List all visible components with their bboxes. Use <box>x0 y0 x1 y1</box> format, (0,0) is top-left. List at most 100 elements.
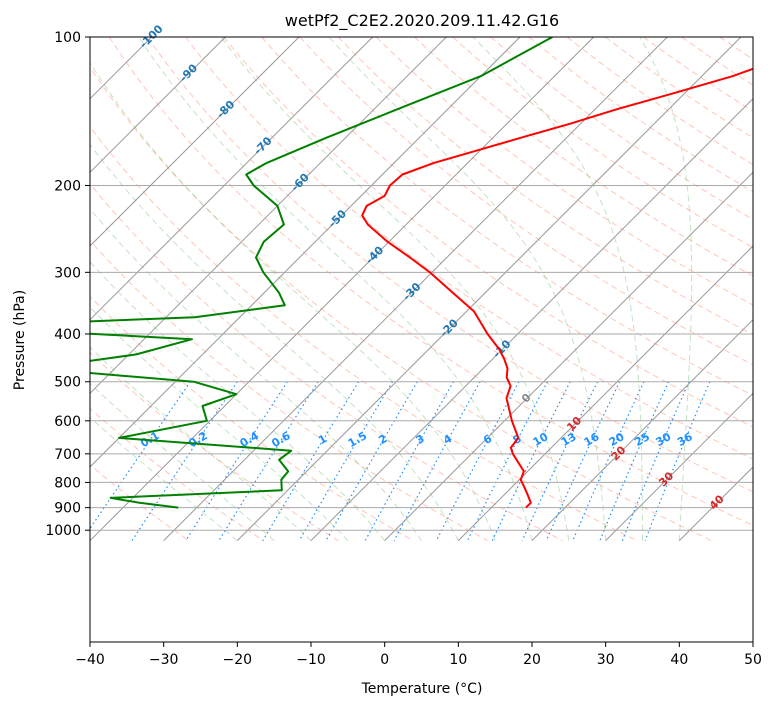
isotherm-line <box>90 37 447 395</box>
moist-adiabat-line <box>90 261 386 542</box>
dry-adiabat-line <box>108 37 753 526</box>
mixing-ratio-label: 1 <box>316 432 329 447</box>
dewpoint-profile <box>90 37 553 509</box>
moist-adiabat-line <box>90 416 238 542</box>
mixing-ratio-line <box>521 381 599 541</box>
dry-adiabat-line <box>681 37 753 86</box>
mixing-ratio-label: 36 <box>675 430 695 449</box>
mixing-ratio-line <box>364 381 455 541</box>
y-tick-label: 900 <box>54 501 81 517</box>
moist-adiabat-line <box>639 37 693 541</box>
y-axis: 100 200 300 400 500 600 700 800 900 1000 <box>45 30 90 539</box>
y-tick-label: 700 <box>54 447 81 463</box>
moist-adiabat-line <box>90 346 312 542</box>
y-tick-label: 100 <box>54 30 81 46</box>
moist-adiabat-line <box>90 207 422 541</box>
dry-adiabats <box>90 37 775 542</box>
mixing-ratio-line <box>131 381 238 542</box>
mixing-ratio-line <box>218 381 319 541</box>
x-tick-label: −40 <box>75 652 105 668</box>
x-axis-label: Temperature (°C) <box>361 681 483 697</box>
mixing-ratio-line <box>572 381 645 541</box>
isotherm-label: -80 <box>214 98 237 121</box>
mixing-ratio-line <box>545 381 621 541</box>
isotherm-line <box>90 37 521 468</box>
y-tick-label: 400 <box>54 327 81 343</box>
mixing-ratio-line <box>262 381 360 541</box>
mixing-ratio-label: 10 <box>531 430 551 449</box>
moist-adiabat-line <box>328 37 607 541</box>
x-tick-label: −10 <box>296 652 326 668</box>
dry-adiabat-line <box>414 37 753 277</box>
dry-adiabat-line <box>643 37 753 112</box>
x-tick-label: −20 <box>223 652 253 668</box>
chart-title: wetPf2_C2E2.2020.209.11.42.G16 <box>285 11 559 31</box>
isotherm-line <box>236 37 742 542</box>
x-tick-label: 30 <box>597 652 615 668</box>
moist-adiabat-line <box>220 37 570 541</box>
dry-adiabat-line <box>90 66 712 542</box>
isotherm-line <box>310 97 753 542</box>
dry-adiabat-line <box>90 295 414 542</box>
x-axis: −40 −30 −20 −10 0 10 20 30 40 50 <box>75 642 762 668</box>
dry-adiabat-line <box>223 37 753 428</box>
mixing-ratio-line <box>466 381 549 541</box>
dry-adiabat-line <box>452 37 753 249</box>
moist-adiabat-line <box>90 382 275 542</box>
mixing-ratio-label: 4 <box>441 432 454 447</box>
isotherm-line <box>90 37 153 100</box>
moist-adiabat-line <box>90 306 349 542</box>
dry-adiabat-line <box>375 37 753 306</box>
y-tick-label: 800 <box>54 475 81 491</box>
mixing-ratio-line <box>90 381 191 530</box>
mixing-ratio-label: 0.2 <box>186 429 209 450</box>
mixing-ratio-label: 16 <box>582 430 602 449</box>
isotherm-line <box>678 466 753 542</box>
mixing-ratio-label: 1.5 <box>346 429 369 450</box>
isotherm-label: 30 <box>656 469 676 489</box>
plot-frame <box>89 36 754 643</box>
dry-adiabat-line <box>758 37 775 541</box>
moist-adiabats <box>90 37 693 542</box>
isotherm-line <box>752 539 753 541</box>
y-tick-label: 300 <box>54 265 81 281</box>
dry-adiabat-line <box>337 37 753 336</box>
isotherm-line <box>90 37 226 174</box>
mixing-ratio-line <box>298 381 394 541</box>
moist-adiabat-line <box>90 61 496 541</box>
temperature-profile <box>361 67 753 509</box>
profile-lines <box>90 37 753 509</box>
isotherm-label: -40 <box>363 243 386 266</box>
pressure-gridlines <box>90 37 753 531</box>
dry-adiabat-line <box>299 37 753 366</box>
mixing-ratio-line <box>491 381 571 541</box>
x-tick-label: 10 <box>449 652 467 668</box>
moist-adiabat-line <box>90 143 459 541</box>
y-tick-label: 200 <box>54 178 81 194</box>
mixing-ratio-label: 3 <box>414 432 427 447</box>
x-tick-label: 50 <box>744 652 762 668</box>
mixing-ratio-label: 20 <box>607 430 627 449</box>
isotherm-line <box>0 37 78 541</box>
isotherm-line <box>90 37 374 321</box>
mixing-ratio-line <box>621 381 690 541</box>
dry-adiabat-line <box>90 125 638 542</box>
dry-adiabat-line <box>90 464 190 542</box>
y-tick-label: 500 <box>54 375 81 391</box>
dry-adiabat-line <box>90 239 488 542</box>
x-tick-label: 20 <box>523 652 541 668</box>
isotherm-line <box>90 37 595 542</box>
isotherm-line <box>531 318 753 542</box>
isotherm-label: -70 <box>251 134 274 157</box>
isotherm-line <box>384 171 753 542</box>
isotherm-line <box>163 37 668 542</box>
isotherm-line <box>0 37 4 541</box>
dry-adiabat-line <box>528 37 753 193</box>
x-tick-label: −30 <box>149 652 179 668</box>
y-axis-label: Pressure (hPa) <box>12 290 28 390</box>
isotherm-line <box>457 245 753 542</box>
mixing-ratio-line <box>435 381 520 541</box>
y-tick-label: 600 <box>54 414 81 430</box>
moist-adiabat-line <box>138 37 533 541</box>
